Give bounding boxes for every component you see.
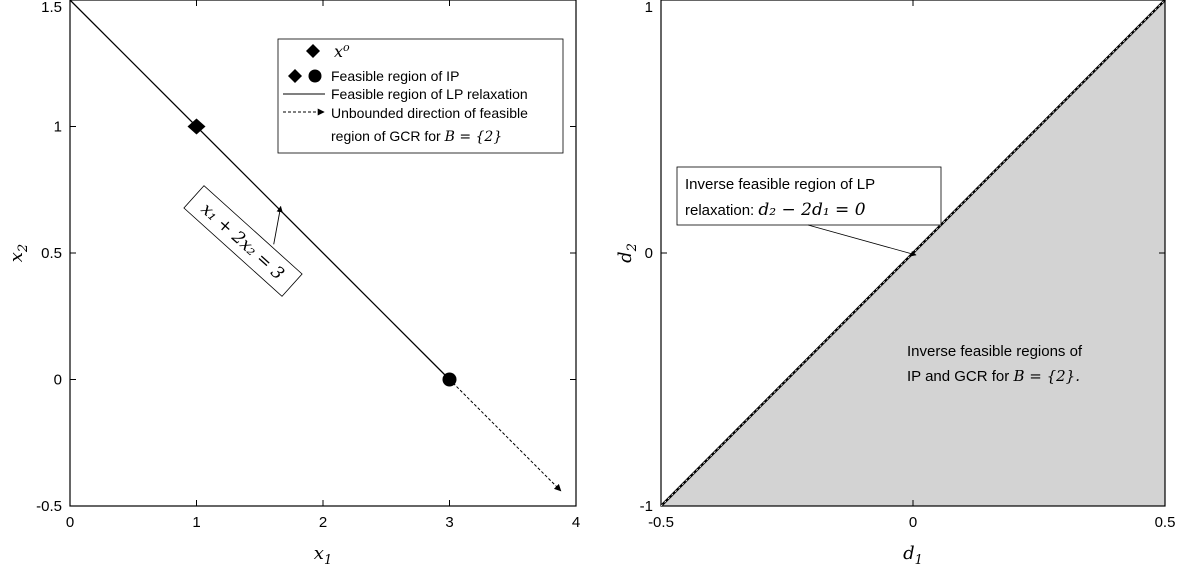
legend-circle-icon [308,69,322,83]
right-chart: -0.5 0 0.5 -1 0 1 d1 d2 Inverse feasible regi… [615,0,1175,568]
left-y-tick-label: 0 [54,372,62,389]
right-x-tick-label: -0.5 [648,514,674,531]
left-y-axis-label: x2 [6,244,31,262]
left-y-tick-label: 1 [54,119,62,136]
right-y-axis-label: d2 [615,243,640,263]
left-legend: xo Feasible region of IP Feasible region… [277,38,564,154]
ip-feasible-point [442,372,457,387]
left-data-marks [69,0,562,492]
left-legend-box [277,38,564,154]
right-line-annotation-arrow [807,224,917,257]
left-ticks [69,0,577,507]
legend-entry-gcr-line1: Unbounded direction of feasible [331,105,528,121]
left-chart: 0 1 2 3 4-0.500.511.5 x1 x2 x₁ + 2x₂ = 3 xo … [6,0,580,568]
right-line-annotation-line2: relaxation: d₂ − 2d₁ = 0 [685,200,866,220]
lp-relaxation-line [69,0,450,380]
legend-entry-ip: Feasible region of IP [331,68,459,84]
constraint-normal-arrow [273,205,283,245]
unbounded-direction-arrow [449,379,562,492]
left-x-axis-label: x1 [314,543,332,568]
left-y-tick-label: -0.5 [36,498,62,515]
left-x-tick-label: 1 [192,514,200,531]
constraint-annotation: x₁ + 2x₂ = 3 [183,185,303,297]
right-y-tick-label: 1 [645,0,653,16]
right-region-annotation-line1: Inverse feasible regions of [907,343,1083,360]
left-y-tick-label: 0.5 [41,245,62,262]
constraint-annotation-box [183,185,303,297]
legend-diamond-icon [306,44,320,58]
xo-diamond-point [187,118,206,135]
right-x-tick-label: 0 [909,514,917,531]
left-y-tick-label: 1.5 [41,0,62,16]
legend-entry-xo: xo [334,41,350,61]
left-x-tick-label: 2 [319,514,327,531]
right-x-axis-label: d1 [903,543,923,568]
legend-diamond-icon [288,69,302,83]
legend-entry-gcr-line2: region of GCR for B = {2} [331,128,502,145]
right-line-annotation-box [676,166,942,226]
inverse-lp-line-dots [660,0,1166,507]
legend-entry-lp: Feasible region of LP relaxation [331,86,528,102]
left-tick-labels: 0 1 2 3 4-0.500.511.5 [36,0,580,531]
left-x-tick-label: 4 [572,514,580,531]
right-x-tick-label: 0.5 [1155,514,1176,531]
right-y-tick-label: 0 [645,245,653,262]
left-x-tick-label: 0 [66,514,74,531]
right-y-tick-label: -1 [640,498,653,515]
left-x-tick-label: 3 [445,514,453,531]
right-line-annotation-line1: Inverse feasible region of LP [685,176,875,193]
right-region-annotation-line2: IP and GCR for B = {2}. [907,367,1080,385]
right-tick-labels: -0.5 0 0.5 -1 0 1 [640,0,1176,531]
